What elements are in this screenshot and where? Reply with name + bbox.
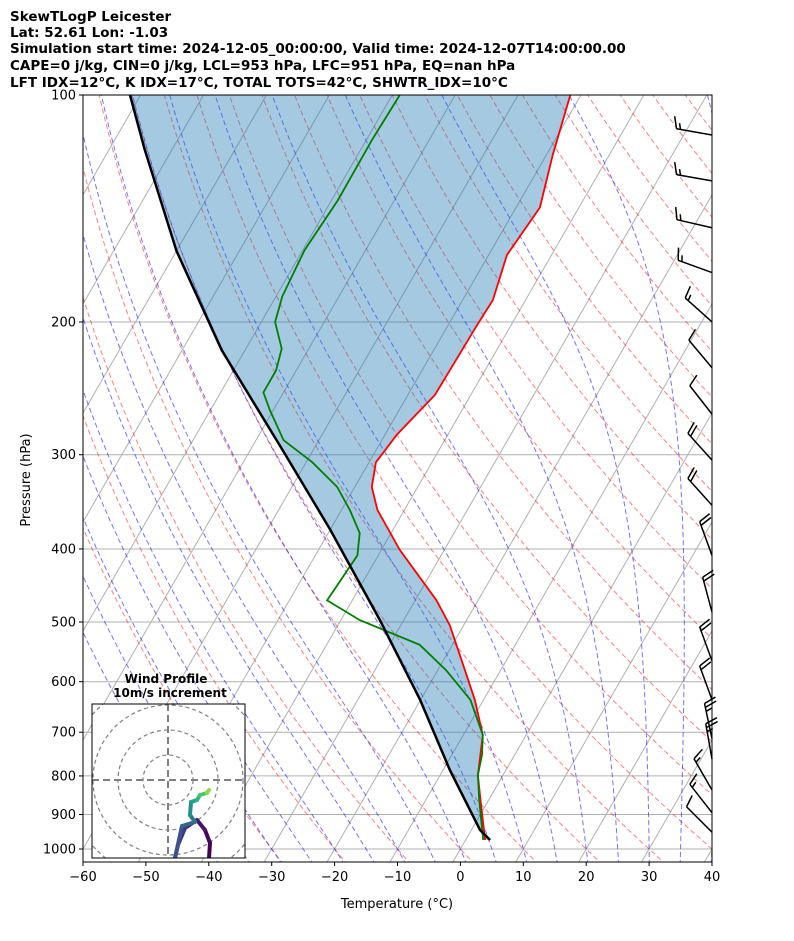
dry-adiabat	[609, 78, 794, 865]
y-tick-label: 400	[51, 542, 76, 557]
wind-barb	[678, 248, 712, 273]
x-tick-label: −10	[384, 870, 411, 885]
dry-adiabat	[513, 78, 794, 865]
title-line-1: SkewTLogP Leicester	[10, 9, 171, 25]
hodograph-subtitle: 10m/s increment	[113, 686, 227, 700]
barb-full	[687, 795, 693, 806]
dry-adiabat	[705, 78, 794, 865]
barb-shaft	[690, 386, 712, 414]
y-tick-label: 1000	[43, 843, 76, 858]
barb-half	[680, 169, 681, 175]
title-line-5: LFT IDX=12°C, K IDX=17°C, TOTAL TOTS=42°…	[10, 75, 508, 91]
barb-half	[688, 295, 691, 301]
x-tick-label: −60	[69, 870, 96, 885]
x-tick-label: −40	[195, 870, 222, 885]
barb-half	[692, 782, 695, 787]
barb-shaft	[700, 522, 712, 556]
hodograph-segment	[207, 790, 209, 793]
x-tick-label: 0	[456, 870, 464, 885]
barb-half	[680, 214, 681, 220]
barb-full	[675, 116, 677, 129]
barb-half	[706, 708, 711, 711]
x-tick-label: 40	[704, 870, 721, 885]
y-tick-label: 700	[51, 726, 76, 741]
isotherm	[577, 78, 794, 865]
x-tick-label: 10	[515, 870, 532, 885]
isotherm	[640, 78, 794, 865]
wind-barb	[687, 795, 712, 832]
x-tick-label: 30	[641, 870, 658, 885]
barb-shaft	[700, 666, 712, 700]
isotherm	[0, 78, 87, 865]
isotherm	[514, 78, 794, 865]
y-tick-label: 500	[51, 616, 76, 631]
title-line-4: CAPE=0 j/kg, CIN=0 j/kg, LCL=953 hPa, LF…	[10, 58, 515, 74]
barb-half	[680, 123, 681, 129]
wind-barb	[688, 467, 712, 505]
barb-shaft	[687, 807, 712, 832]
hodograph-title: Wind Profile	[125, 672, 208, 686]
isotherm	[703, 78, 794, 865]
y-axis-label: Pressure (hPa)	[19, 433, 34, 526]
wind-barb	[685, 286, 712, 322]
y-tick-label: 300	[51, 448, 76, 463]
wind-barb	[703, 570, 715, 612]
moist-adiabat	[560, 78, 685, 865]
y-tick-label: 600	[51, 675, 76, 690]
y-tick-label: 900	[51, 808, 76, 823]
wind-barb	[690, 774, 712, 813]
x-tick-label: 20	[578, 870, 595, 885]
x-axis-label: Temperature (°C)	[340, 897, 453, 912]
x-tick-label: −20	[321, 870, 348, 885]
barb-shaft	[678, 260, 712, 272]
y-tick-label: 200	[51, 315, 76, 330]
wind-barb	[689, 329, 712, 367]
chart-title: SkewTLogP Leicester Lat: 52.61 Lon: -1.0…	[10, 9, 626, 91]
barb-shaft	[688, 433, 712, 460]
barb-full	[694, 749, 702, 758]
barb-shaft	[703, 577, 712, 612]
barb-shaft	[688, 478, 712, 505]
dry-adiabat	[577, 78, 794, 865]
barb-shaft	[689, 340, 712, 368]
barb-shaft	[677, 220, 712, 228]
wind-barb	[700, 619, 712, 661]
title-line-3: Simulation start time: 2024-12-05_00:00:…	[10, 41, 626, 57]
dry-adiabat	[641, 78, 794, 865]
y-tick-label: 100	[51, 89, 76, 104]
barb-shaft	[690, 784, 712, 812]
x-tick-label: −30	[258, 870, 285, 885]
wind-barb	[690, 375, 712, 414]
title-line-2: Lat: 52.61 Lon: -1.03	[10, 25, 168, 41]
x-tick-label: −50	[132, 870, 159, 885]
y-tick-label: 800	[51, 769, 76, 784]
hodograph-segment	[209, 843, 210, 858]
barb-full	[675, 162, 677, 175]
